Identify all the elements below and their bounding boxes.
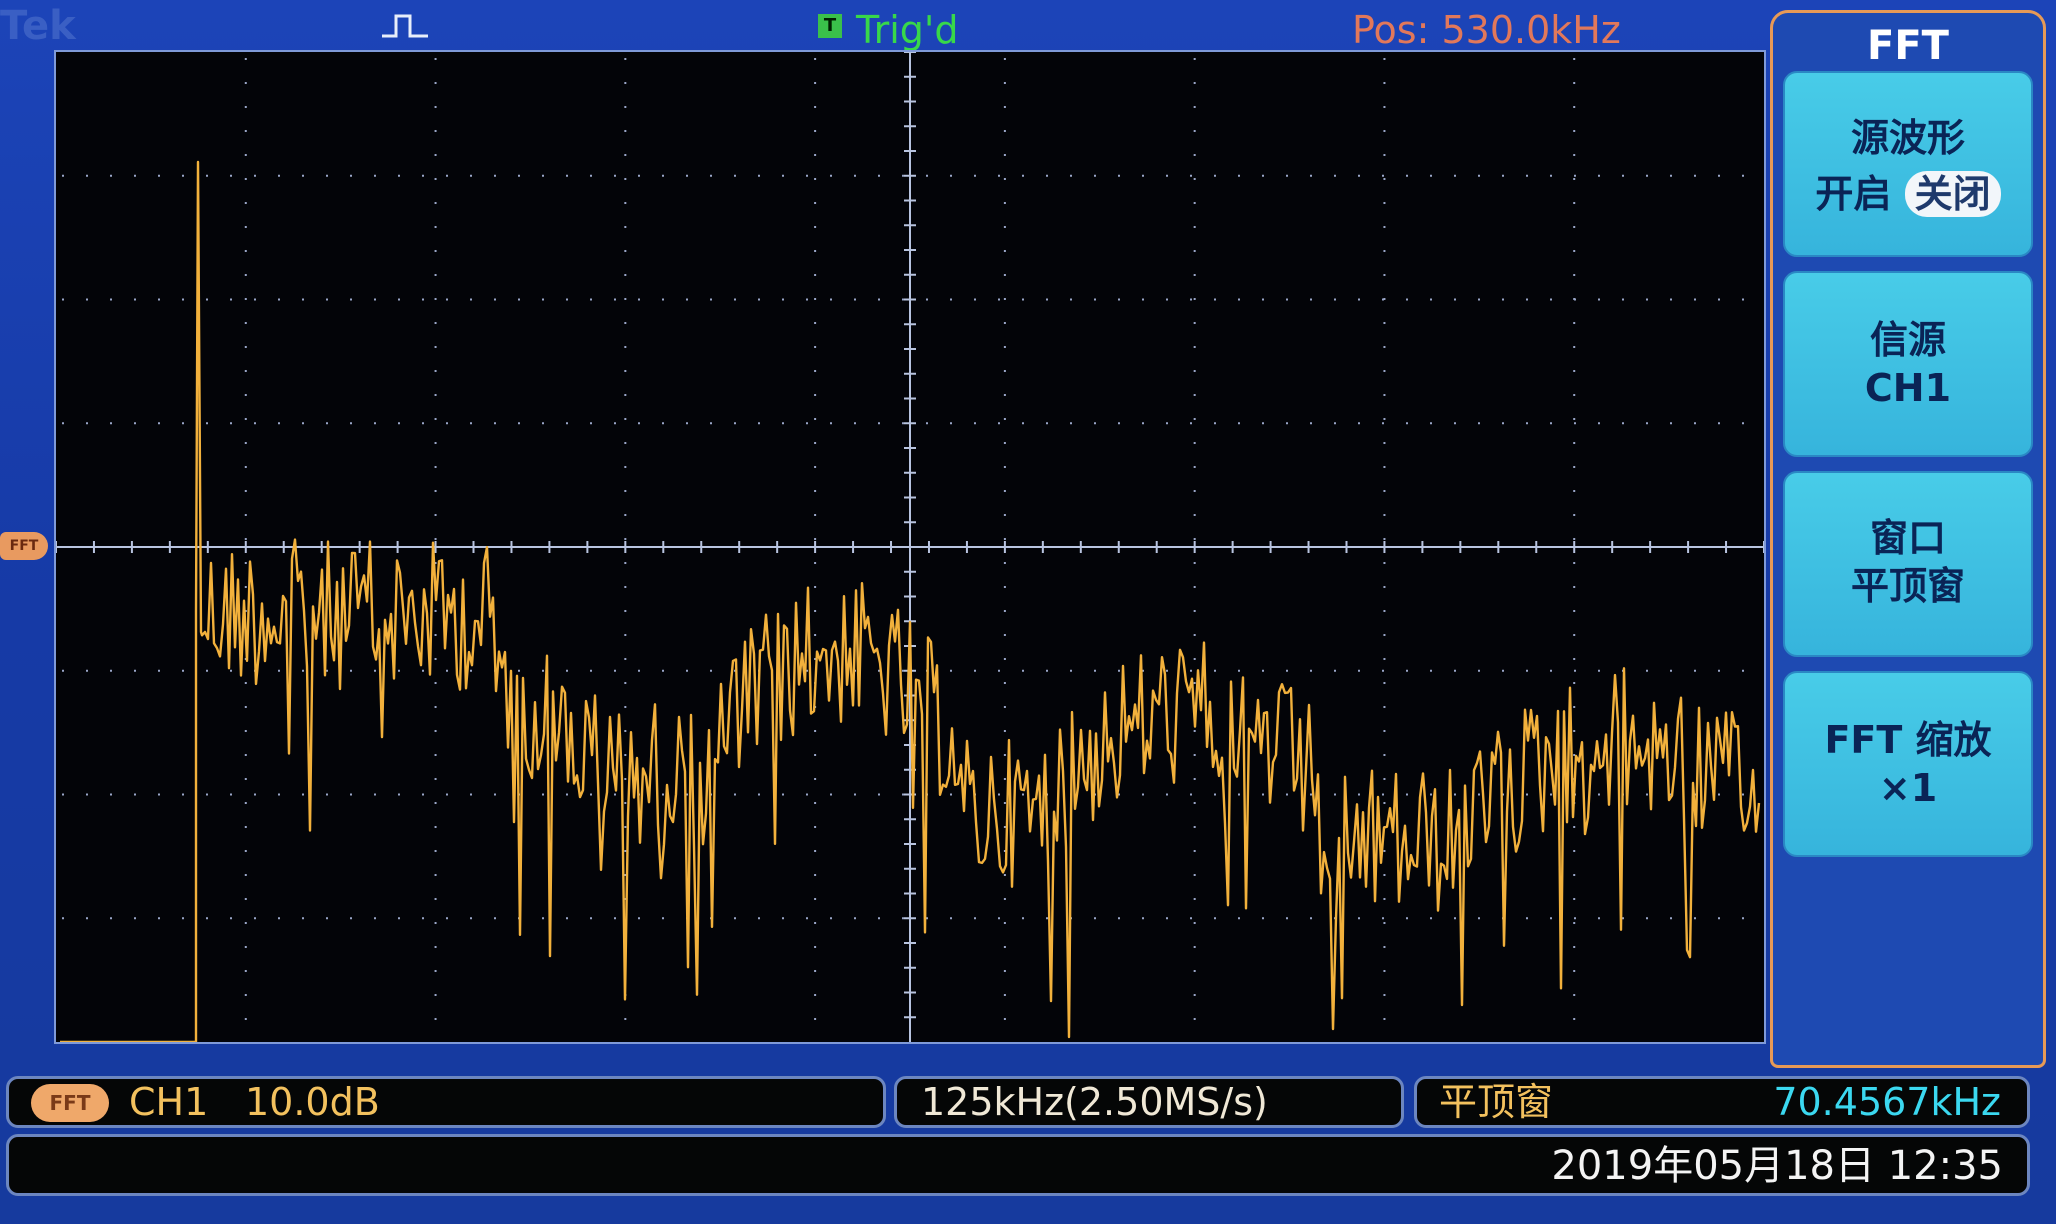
fft-zoom-button[interactable]: FFT 缩放 ×1 <box>1783 671 2033 857</box>
graticule <box>54 50 1766 1044</box>
horizontal-position: Pos: 530.0kHz <box>1352 8 1621 52</box>
fft-side-menu: FFT 源波形 开启 关闭 信源 CH1 窗口 平顶窗 FFT 缩放 ×1 <box>1770 10 2046 1068</box>
window-status-box: 平顶窗 70.4567kHz <box>1414 1076 2030 1128</box>
toggle-on-option[interactable]: 开启 <box>1815 172 1892 216</box>
window-type: 平顶窗 <box>1439 1080 1554 1124</box>
fft-trace <box>60 160 1761 1044</box>
source-value: CH1 <box>1864 366 1952 410</box>
fft-reference-marker: FFT <box>0 532 48 560</box>
fft-zoom-label: FFT 缩放 <box>1824 718 1992 762</box>
fft-zoom-value: ×1 <box>1878 766 1938 810</box>
grid-dots <box>55 51 1765 1042</box>
frequency-span: 125kHz(2.50MS/s) <box>921 1080 1268 1124</box>
toggle-off-option[interactable]: 关闭 <box>1904 171 2001 217</box>
menu-title: FFT <box>1867 23 1949 69</box>
pulse-trigger-icon <box>382 14 428 38</box>
source-waveform-button[interactable]: 源波形 开启 关闭 <box>1783 71 2033 257</box>
channel-label: CH1 <box>129 1080 209 1124</box>
fft-badge: FFT <box>31 1084 109 1122</box>
date-time: 2019年05月18日 12:35 <box>1551 1143 2003 1189</box>
source-waveform-label: 源波形 <box>1850 116 1965 160</box>
span-status-box: 125kHz(2.50MS/s) <box>894 1076 1404 1128</box>
brand-logo: Tek <box>0 3 76 49</box>
date-time-bar: 2019年05月18日 12:35 <box>6 1134 2030 1196</box>
trigger-indicator: T <box>818 14 842 38</box>
source-button[interactable]: 信源 CH1 <box>1783 271 2033 457</box>
window-label: 窗口 <box>1869 516 1946 560</box>
window-button[interactable]: 窗口 平顶窗 <box>1783 471 2033 657</box>
cursor-frequency: 70.4567kHz <box>1773 1080 2001 1124</box>
source-waveform-toggle[interactable]: 开启 关闭 <box>1785 171 2031 217</box>
window-value: 平顶窗 <box>1850 564 1965 608</box>
channel-scale: 10.0dB <box>245 1080 380 1124</box>
channel-status-box: FFT CH1 10.0dB <box>6 1076 886 1128</box>
source-label: 信源 <box>1869 318 1946 362</box>
trigger-status: Trig'd <box>856 8 959 52</box>
fft-plot <box>55 51 1765 1044</box>
